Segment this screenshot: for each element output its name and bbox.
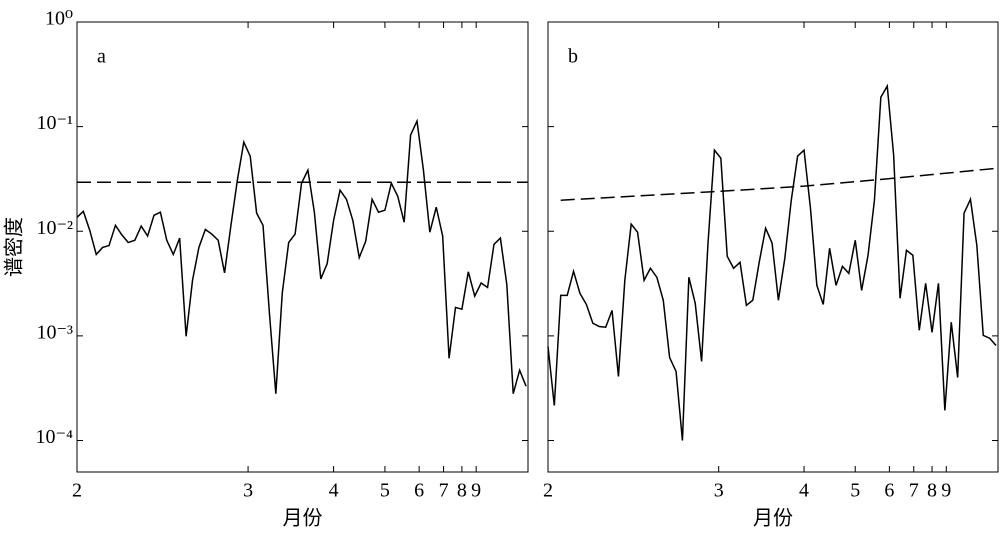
x-tick-label: 3: [243, 480, 253, 502]
panel-label: b: [568, 46, 578, 68]
x-tick-label: 8: [927, 480, 937, 502]
y-axis-label: 谱密度: [3, 217, 26, 277]
x-tick-label: 9: [941, 480, 951, 502]
x-tick-label: 5: [380, 480, 390, 502]
x-tick-label: 7: [909, 480, 919, 502]
y-tick-label: 10⁻²: [36, 217, 73, 239]
panel-label: a: [97, 46, 106, 68]
data-line: [76, 118, 527, 394]
y-tick-label: 10⁻³: [36, 321, 73, 343]
x-tick-label: 6: [884, 480, 894, 502]
data-line: [560, 167, 999, 201]
x-tick-label: 3: [714, 480, 724, 502]
x-tick-label: 6: [414, 480, 424, 502]
x-tick-label: 4: [799, 480, 809, 502]
y-tick-label: 10⁻¹: [36, 112, 73, 134]
x-tick-label: 5: [850, 480, 860, 502]
plot-frame: [547, 21, 999, 473]
y-tick-label: 10⁻⁴: [35, 426, 73, 448]
x-tick-label: 2: [72, 480, 82, 502]
x-axis-label: 月份: [753, 507, 793, 530]
x-tick-label: 7: [439, 480, 449, 502]
plot-frame: [76, 21, 529, 473]
x-tick-label: 4: [329, 480, 339, 502]
data-line: [547, 83, 997, 441]
x-tick-label: 9: [471, 480, 481, 502]
x-tick-label: 2: [543, 480, 553, 502]
x-axis-label: 月份: [283, 507, 323, 530]
y-tick-label: 10⁰: [45, 8, 73, 30]
x-tick-label: 8: [457, 480, 467, 502]
